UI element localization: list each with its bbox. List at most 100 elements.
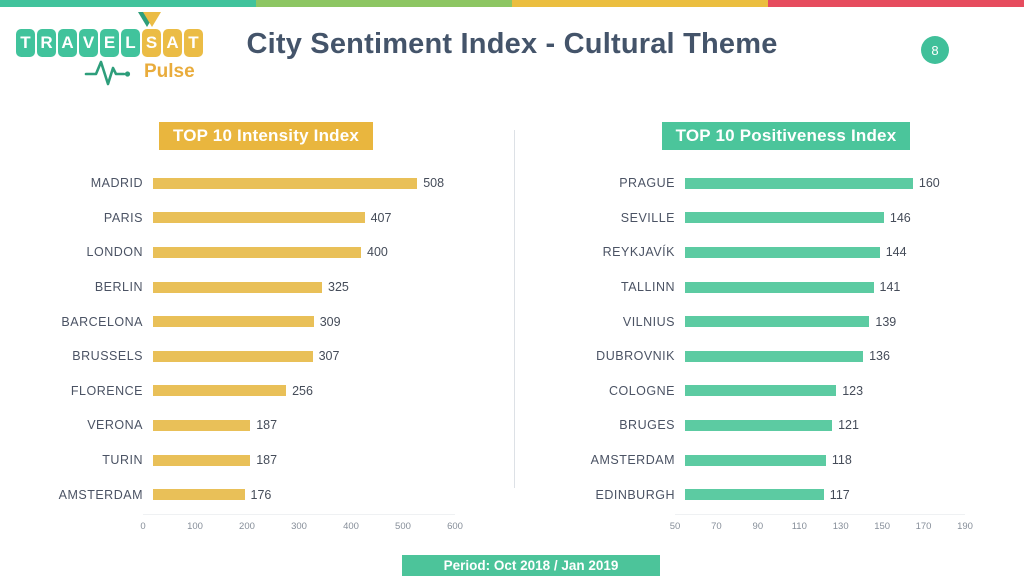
bar (685, 489, 824, 501)
logo-letter-tile: L (121, 29, 140, 57)
x-axis: 0 100 200 300 400 500 600 (140, 513, 463, 535)
bar (685, 177, 913, 189)
value-label: 121 (838, 418, 859, 433)
axis-tick-label: 500 (395, 520, 411, 532)
logo-subtitle-row: Pulse (16, 57, 216, 87)
value-label: 400 (367, 245, 388, 260)
value-label: 139 (875, 314, 897, 329)
axis-tick-label: 50 (669, 520, 681, 532)
bar (685, 350, 864, 362)
chart-row: BARCELONA 309 (36, 304, 496, 339)
value-label: 307 (318, 349, 340, 364)
chart-rows: PRAGUE 160 SEVILLE 146 REYKJAVÍK 144 TALLINN 14… (556, 166, 1016, 512)
bar (153, 246, 361, 258)
value-label: 118 (831, 453, 852, 468)
bar (685, 212, 884, 224)
chart-row: VILNIUS 139 (556, 304, 1016, 339)
category-label: VILNIUS (622, 314, 675, 329)
chart-row: PARIS 407 (36, 201, 496, 236)
logo-letter-tile: A (163, 29, 182, 57)
value-label: 146 (889, 210, 911, 225)
topbar-segment (512, 0, 768, 7)
topbar-segment (256, 0, 512, 7)
chart-rows: MADRID 508 PARIS 407 LONDON 400 BERLIN 325 BARCE… (36, 166, 496, 512)
bar (685, 385, 837, 397)
category-label: PRAGUE (619, 176, 675, 191)
category-label: COLOGNE (608, 383, 675, 398)
category-label: BARCELONA (61, 314, 143, 329)
axis-tick-label: 90 (752, 520, 764, 532)
chart-row: BERLIN 325 (36, 270, 496, 305)
category-label: FLORENCE (70, 383, 143, 398)
chart-row: BRUGES 121 (556, 408, 1016, 443)
value-label: 136 (869, 349, 890, 364)
axis-tick-label: 0 (140, 520, 146, 532)
chart-row: MADRID 508 (36, 166, 496, 201)
category-label: DUBROVNIK (596, 349, 675, 364)
topbar-segment (0, 0, 256, 7)
chart-row: TURIN 187 (36, 443, 496, 478)
category-label: SEVILLE (620, 210, 675, 225)
axis-tick-label: 170 (915, 520, 932, 532)
logo-triangle-icon (16, 12, 216, 28)
value-label: 123 (842, 383, 864, 398)
bar (153, 281, 322, 293)
bar (153, 316, 314, 328)
value-label: 117 (829, 487, 850, 502)
bar (685, 419, 833, 431)
page-number-badge: 8 (921, 36, 949, 64)
chart-row: FLORENCE 256 (36, 374, 496, 409)
chart-title-banner: TOP 10 Intensity Index (158, 122, 374, 150)
chart-row: DUBROVNIK 136 (556, 339, 1016, 374)
value-label: 144 (885, 245, 907, 260)
value-label: 187 (256, 453, 278, 468)
category-label: BRUSSELS (72, 349, 143, 364)
chart-row: LONDON 400 (36, 235, 496, 270)
logo-letter-tile: V (79, 29, 98, 57)
category-label: MADRID (90, 176, 143, 191)
chart-title-banner: TOP 10 Positiveness Index (661, 122, 911, 150)
chart-row: TALLINN 141 (556, 270, 1016, 305)
value-label: 407 (370, 210, 392, 225)
axis-tick-label: 100 (187, 520, 203, 532)
value-label: 176 (250, 487, 272, 502)
value-label: 309 (319, 314, 341, 329)
logo-letter-tile: S (142, 29, 161, 57)
logo-letter-tile: R (37, 29, 56, 57)
category-label: LONDON (86, 245, 143, 260)
axis-tick-label: 150 (874, 520, 891, 532)
bar (153, 177, 418, 189)
chart-divider (514, 130, 515, 488)
category-label: BRUGES (619, 418, 675, 433)
topbar-segment (768, 0, 1024, 7)
category-label: EDINBURGH (595, 487, 675, 502)
value-label: 325 (328, 280, 349, 295)
category-label: TALLINN (621, 280, 675, 295)
category-label: BERLIN (94, 280, 143, 295)
bar (685, 281, 874, 293)
axis-tick-label: 70 (711, 520, 722, 532)
bar (153, 350, 313, 362)
page-title: City Sentiment Index - Cultural Theme (246, 28, 778, 60)
axis-tick-label: 600 (447, 520, 463, 532)
category-label: TURIN (102, 453, 143, 468)
bar (153, 454, 251, 466)
axis-tick-label: 130 (832, 520, 849, 532)
bar (153, 212, 365, 224)
logo-letter-tile: E (100, 29, 119, 57)
axis-tick-label: 110 (791, 520, 807, 532)
bar (153, 489, 245, 501)
intensity-index-chart: TOP 10 Intensity Index MADRID 508 PARIS 407… (36, 122, 496, 535)
chart-row: REYKJAVÍK 144 (556, 235, 1016, 270)
logo-letter-tile: A (58, 29, 77, 57)
chart-row: COLOGNE 123 (556, 374, 1016, 409)
chart-row: PRAGUE 160 (556, 166, 1016, 201)
chart-row: AMSTERDAM 118 (556, 443, 1016, 478)
axis-tick-label: 400 (343, 520, 359, 532)
bar (685, 246, 880, 258)
chart-row: VERONA 187 (36, 408, 496, 443)
category-label: VERONA (87, 418, 143, 433)
value-label: 160 (918, 176, 940, 191)
bar (153, 419, 251, 431)
